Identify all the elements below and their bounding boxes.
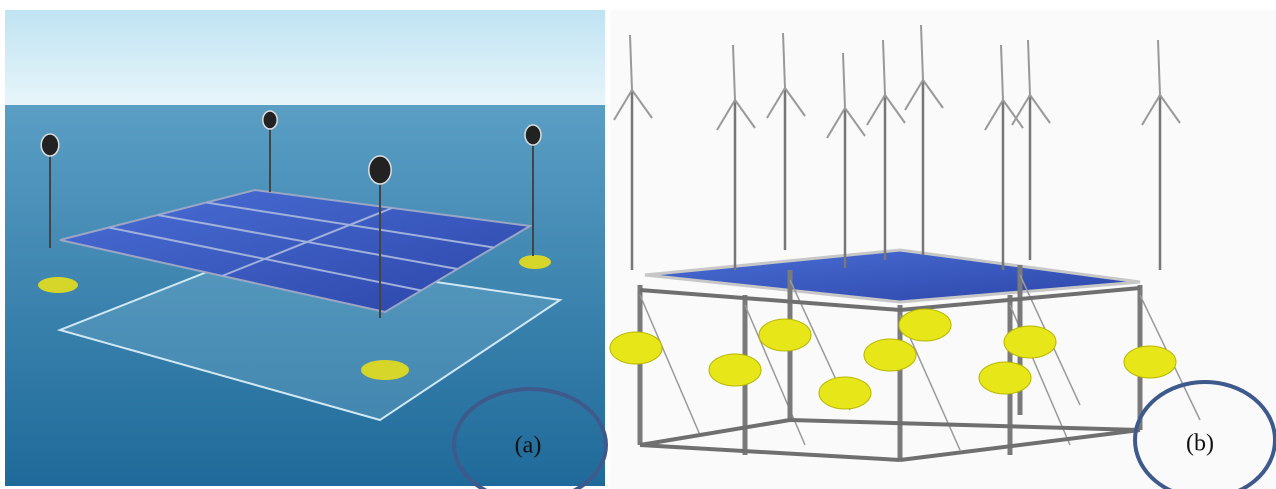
frame-beam — [639, 443, 901, 462]
turbine-blade — [613, 89, 633, 121]
frame-beam — [639, 288, 901, 312]
float — [361, 360, 409, 380]
turbine-blade — [844, 107, 866, 137]
underwater-frame — [56, 253, 563, 422]
turbine-blade — [1141, 94, 1161, 126]
turbine-blade — [766, 87, 786, 119]
turbine-blade — [1011, 94, 1031, 126]
turbine-blade — [631, 89, 653, 119]
yellow-float — [978, 361, 1032, 395]
highlight-circle — [1133, 380, 1276, 489]
turbine-blade — [826, 107, 846, 139]
turbine-blade — [782, 32, 786, 89]
turbine-blade — [732, 44, 736, 101]
turbine-rotor — [262, 110, 278, 130]
float — [38, 277, 78, 293]
turbine-blade — [1029, 94, 1051, 124]
yellow-float — [818, 376, 872, 410]
turbine-blade — [1002, 99, 1024, 129]
panel-a: (a) — [5, 10, 608, 489]
sea — [5, 105, 605, 486]
turbine-blade — [716, 99, 736, 131]
solar-deck — [644, 248, 1141, 304]
turbine-blade — [866, 94, 886, 126]
turbine-blade — [884, 94, 906, 124]
turbine-blade — [784, 87, 806, 117]
turbine-blade — [882, 39, 886, 96]
yellow-float — [708, 353, 762, 387]
solar-array — [59, 188, 533, 314]
turbine-blade — [1159, 94, 1181, 124]
yellow-float — [758, 318, 812, 352]
turbine-blade — [842, 52, 846, 109]
turbine-blade — [920, 24, 924, 81]
frame-brace — [639, 294, 701, 436]
yellow-float — [1003, 325, 1057, 359]
highlight-circle — [452, 387, 608, 489]
panel-label: (a) — [515, 433, 542, 459]
frame-beam — [899, 286, 1141, 312]
background — [610, 10, 1276, 489]
yellow-float — [609, 331, 663, 365]
turbine-blade — [1157, 39, 1161, 96]
turbine-blade — [1000, 44, 1004, 101]
frame-beam — [899, 428, 1141, 462]
turbine-blade — [1027, 39, 1031, 96]
turbine-rotor — [40, 133, 60, 157]
yellow-float — [863, 338, 917, 372]
frame-beam — [789, 418, 1141, 432]
turbine-blade — [922, 79, 944, 109]
sky — [5, 10, 605, 106]
panel-seam — [221, 207, 393, 277]
turbine-blade — [734, 99, 756, 129]
yellow-float — [1123, 345, 1177, 379]
turbine-blade — [629, 34, 633, 91]
frame-beam — [639, 418, 791, 447]
turbine-blade — [904, 79, 924, 111]
turbine-blade — [984, 99, 1004, 131]
float — [519, 255, 551, 269]
turbine-rotor — [524, 124, 542, 146]
panel-label: (b) — [1186, 431, 1214, 457]
turbine-rotor — [368, 155, 392, 185]
yellow-float — [898, 308, 952, 342]
panel-b: (b) — [609, 10, 1276, 489]
